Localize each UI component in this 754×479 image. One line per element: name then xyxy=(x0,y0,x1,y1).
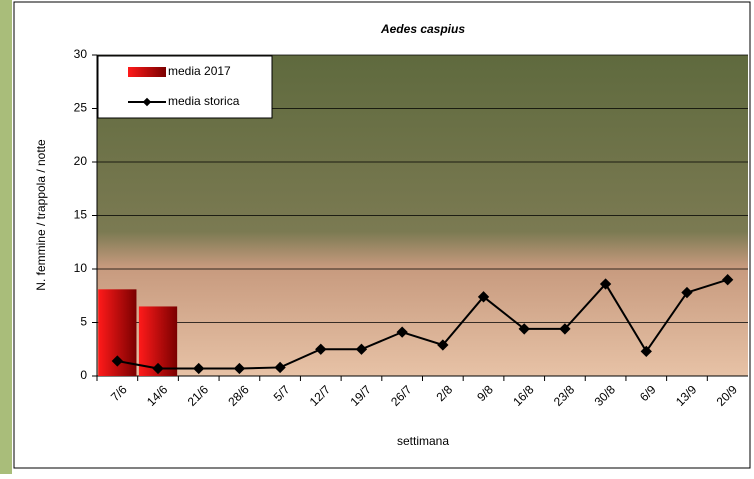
left-strip xyxy=(0,0,12,474)
x-axis-label: settimana xyxy=(397,434,449,448)
legend-swatch xyxy=(128,67,166,77)
y-tick-label: 15 xyxy=(74,208,88,222)
y-tick-label: 0 xyxy=(80,368,87,382)
y-tick-label: 20 xyxy=(74,154,88,168)
legend-label: media 2017 xyxy=(168,64,231,78)
y-tick-label: 25 xyxy=(74,101,88,115)
y-tick-label: 5 xyxy=(80,315,87,329)
y-axis-label: N. femmine / trappola / notte xyxy=(34,139,48,291)
chart: Aedes caspius settimana N. femmine / tra… xyxy=(0,0,754,474)
legend-label: media storica xyxy=(168,94,240,108)
page: {"chart_data": {"type": "bar", "title": … xyxy=(0,0,754,474)
chart-title: Aedes caspius xyxy=(380,22,465,36)
y-tick-label: 30 xyxy=(74,47,88,61)
y-tick-label: 10 xyxy=(74,261,88,275)
